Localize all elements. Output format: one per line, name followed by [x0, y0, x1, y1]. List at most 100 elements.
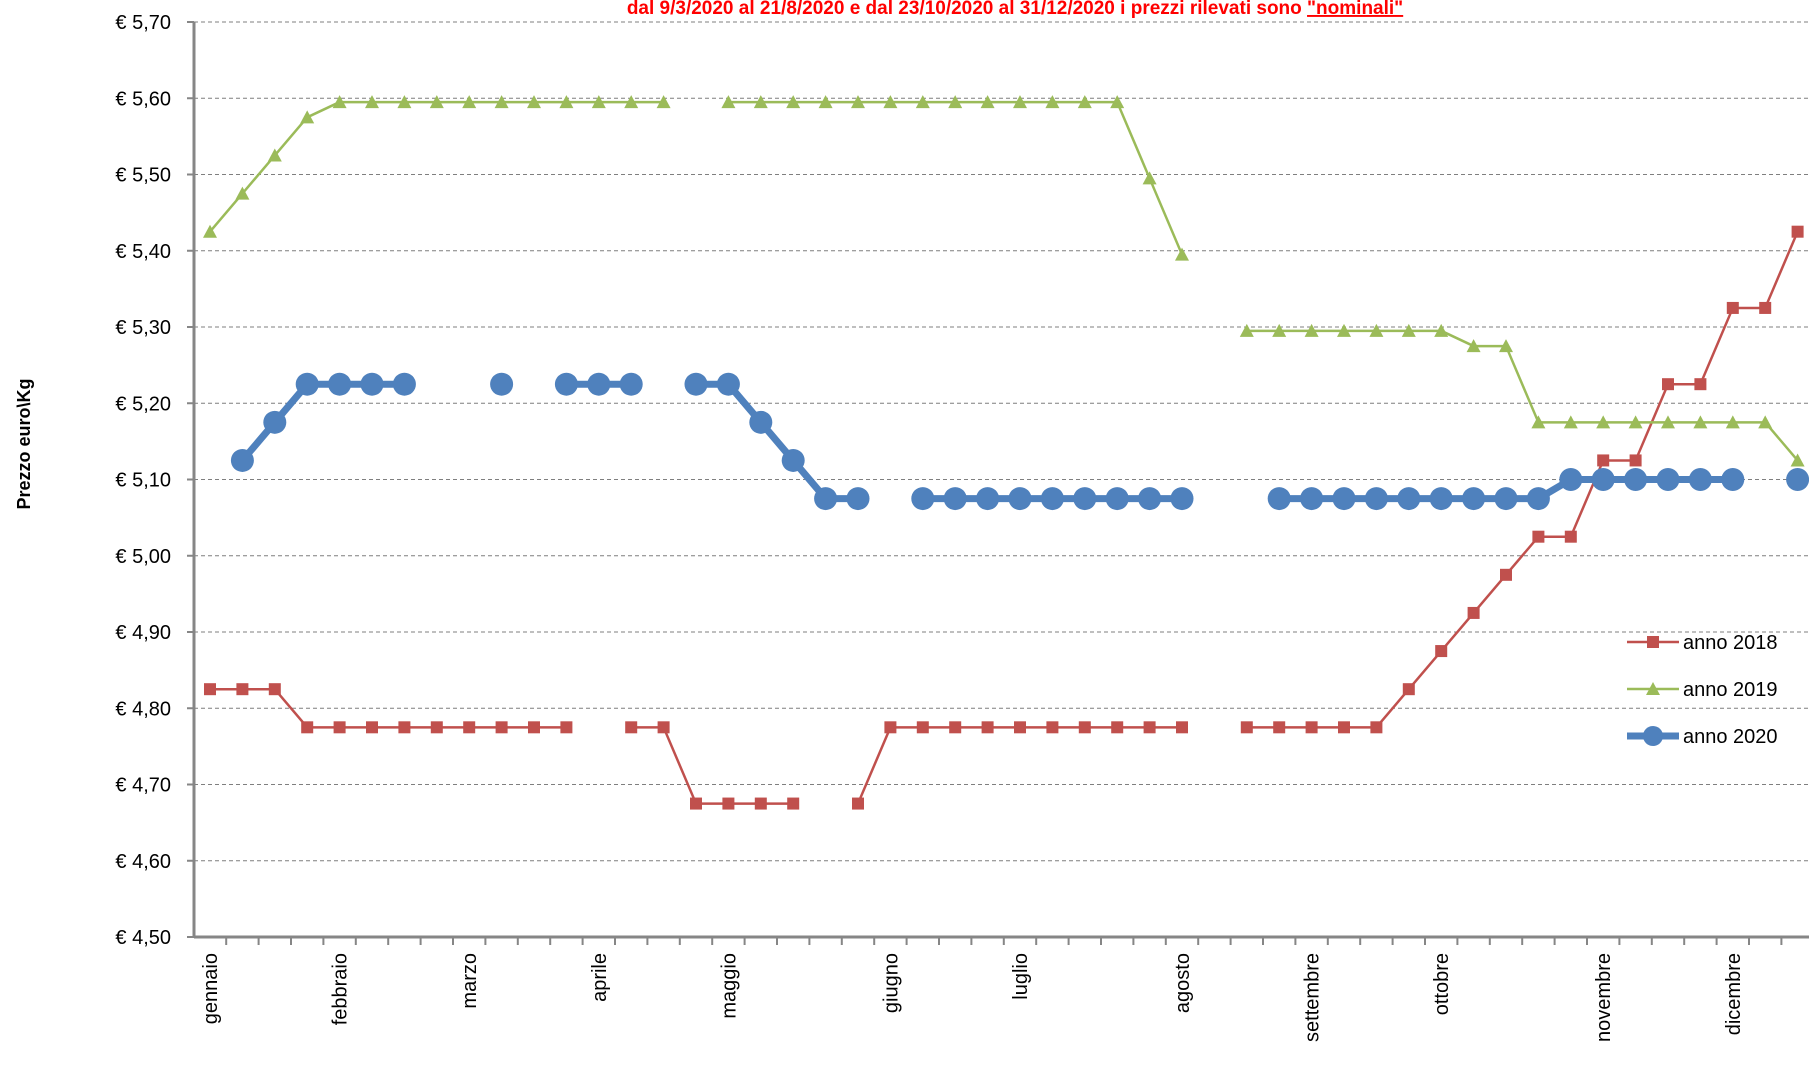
data-point: [587, 372, 611, 396]
data-point: [495, 721, 508, 734]
data-point: [1239, 323, 1254, 337]
series-line: [209, 100, 1799, 462]
data-point: [527, 95, 541, 109]
data-point: [749, 410, 773, 434]
data-point: [625, 721, 638, 734]
data-point: [1267, 487, 1291, 511]
data-point: [619, 372, 643, 396]
y-tick-label: € 5,30: [115, 317, 171, 339]
data-point: [1466, 339, 1481, 353]
legend-label: anno 2020: [1683, 726, 1778, 748]
data-point: [916, 721, 929, 734]
data-point: [884, 721, 897, 734]
data-point: [230, 448, 254, 472]
data-point: [1077, 95, 1092, 109]
data-point: [1110, 95, 1125, 109]
legend-label: anno 2019: [1683, 679, 1778, 701]
x-tick-label: ottobre: [1431, 953, 1453, 1015]
data-point: [883, 95, 898, 109]
data-point: [554, 372, 578, 396]
x-tick-label: gennaio: [200, 953, 222, 1024]
data-point: [753, 95, 768, 109]
series: [230, 372, 1809, 511]
data-point: [1656, 468, 1680, 491]
data-point: [754, 797, 767, 810]
data-point: [1725, 415, 1740, 429]
data-point: [846, 487, 870, 511]
x-tick-label: dicembre: [1723, 953, 1745, 1035]
data-point: [1170, 487, 1194, 511]
data-point: [235, 186, 250, 200]
data-point: [1337, 323, 1351, 337]
data-point: [1175, 247, 1189, 261]
data-point: [366, 721, 378, 734]
data-point: [1628, 415, 1643, 429]
data-point: [1008, 487, 1032, 511]
data-point: [1429, 487, 1453, 511]
x-tick-label: agosto: [1172, 953, 1194, 1013]
data-point: [1305, 721, 1318, 734]
x-tick-label: maggio: [718, 953, 740, 1019]
data-point: [1591, 468, 1615, 491]
data-point: [560, 721, 573, 734]
y-axis-label: Prezzo euro\Kg: [14, 378, 34, 509]
data-point: [1176, 721, 1188, 734]
data-point: [204, 683, 216, 696]
data-point: [690, 797, 702, 810]
data-point: [656, 95, 671, 109]
data-point: [1273, 721, 1286, 734]
legend-marker: [1643, 726, 1663, 746]
y-tick-label: € 4,50: [115, 927, 171, 949]
data-point: [295, 372, 319, 396]
legend-item: anno 2018: [1627, 632, 1778, 654]
data-point: [1014, 721, 1026, 734]
data-point: [1073, 487, 1097, 511]
data-point: [494, 95, 509, 109]
data-point: [1462, 487, 1486, 511]
y-tick-label: € 5,10: [115, 470, 171, 492]
y-tick-label: € 4,60: [115, 851, 171, 873]
data-point: [430, 721, 443, 734]
data-point: [1786, 468, 1809, 491]
series: [203, 95, 1805, 467]
data-point: [786, 95, 801, 109]
data-point: [1370, 721, 1383, 734]
data-point: [1661, 415, 1675, 429]
data-point: [852, 797, 864, 810]
data-point: [915, 95, 930, 109]
data-point: [716, 372, 740, 396]
data-point: [1142, 171, 1157, 185]
data-point: [263, 410, 287, 434]
data-point: [1143, 721, 1156, 734]
data-point: [1467, 606, 1480, 619]
data-point: [1401, 323, 1416, 337]
data-point: [463, 721, 476, 734]
data-point: [981, 721, 994, 734]
data-point: [1693, 415, 1708, 429]
data-point: [787, 797, 800, 810]
data-point: [1046, 721, 1059, 734]
data-point: [1272, 323, 1287, 337]
legend-label: anno 2018: [1683, 632, 1778, 654]
y-tick-label: € 5,70: [115, 12, 171, 34]
data-point: [328, 372, 352, 396]
data-point: [781, 448, 805, 472]
data-point: [1105, 487, 1129, 511]
data-point: [722, 797, 735, 810]
data-point: [429, 95, 444, 109]
data-point: [360, 372, 384, 396]
data-point: [1435, 645, 1448, 658]
data-point: [1596, 415, 1611, 429]
data-point: [1532, 530, 1545, 543]
data-point: [980, 95, 995, 109]
data-point: [333, 721, 346, 734]
x-tick-label: settembre: [1302, 953, 1324, 1042]
data-point: [684, 372, 708, 396]
data-point: [818, 95, 833, 109]
data-point: [1332, 487, 1356, 511]
data-point: [1688, 468, 1712, 491]
data-point: [1624, 468, 1648, 491]
data-point: [1564, 530, 1577, 543]
data-point: [976, 487, 1000, 511]
